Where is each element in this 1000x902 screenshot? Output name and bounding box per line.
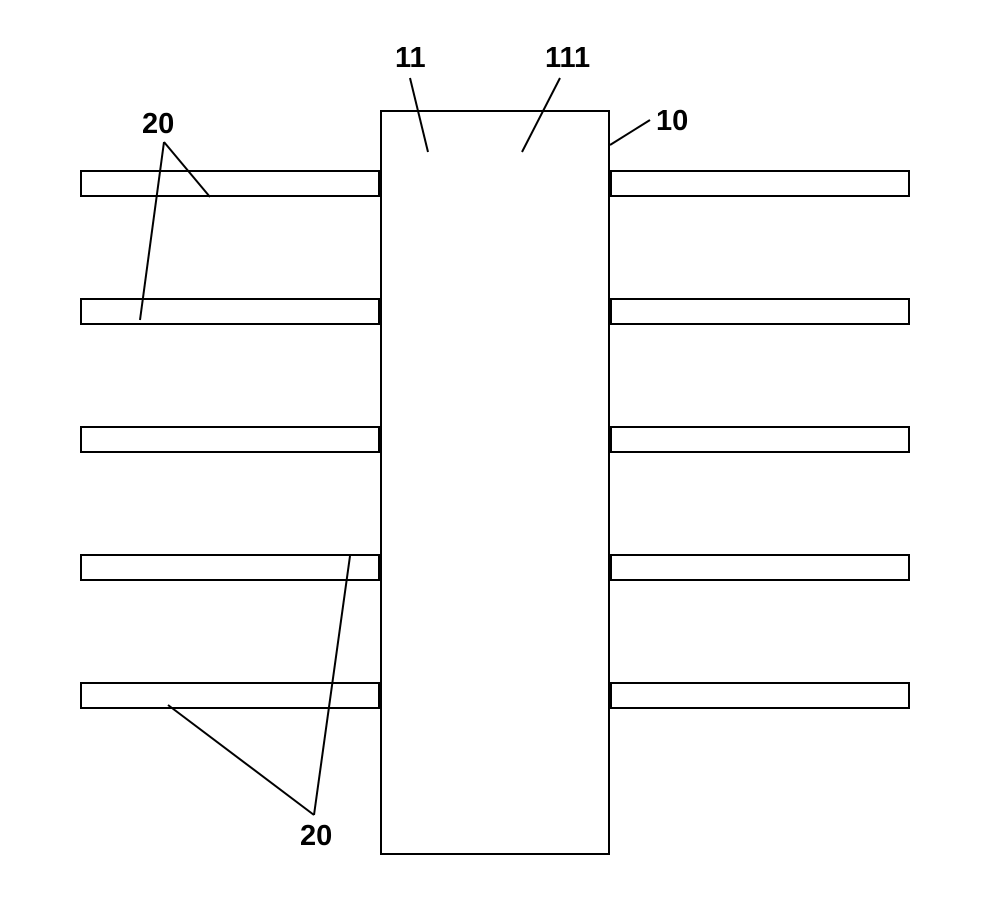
bar-left-3 bbox=[80, 426, 380, 453]
central-block bbox=[380, 110, 610, 855]
bar-right-4 bbox=[610, 554, 910, 581]
label-20b: 20 bbox=[300, 820, 332, 853]
bar-left-4 bbox=[80, 554, 380, 581]
diagram-canvas: 11 111 10 20 20 bbox=[0, 0, 1000, 902]
leader-20a2 bbox=[140, 142, 164, 320]
label-20a: 20 bbox=[142, 108, 174, 141]
bar-right-3 bbox=[610, 426, 910, 453]
label-111: 111 bbox=[545, 42, 590, 75]
bar-right-2 bbox=[610, 298, 910, 325]
label-11: 11 bbox=[395, 42, 426, 75]
bar-left-5 bbox=[80, 682, 380, 709]
bar-right-5 bbox=[610, 682, 910, 709]
leader-20b1 bbox=[168, 705, 314, 815]
bar-right-1 bbox=[610, 170, 910, 197]
bar-left-2 bbox=[80, 298, 380, 325]
label-10: 10 bbox=[656, 105, 688, 138]
bar-left-1 bbox=[80, 170, 380, 197]
leader-10 bbox=[610, 120, 650, 145]
